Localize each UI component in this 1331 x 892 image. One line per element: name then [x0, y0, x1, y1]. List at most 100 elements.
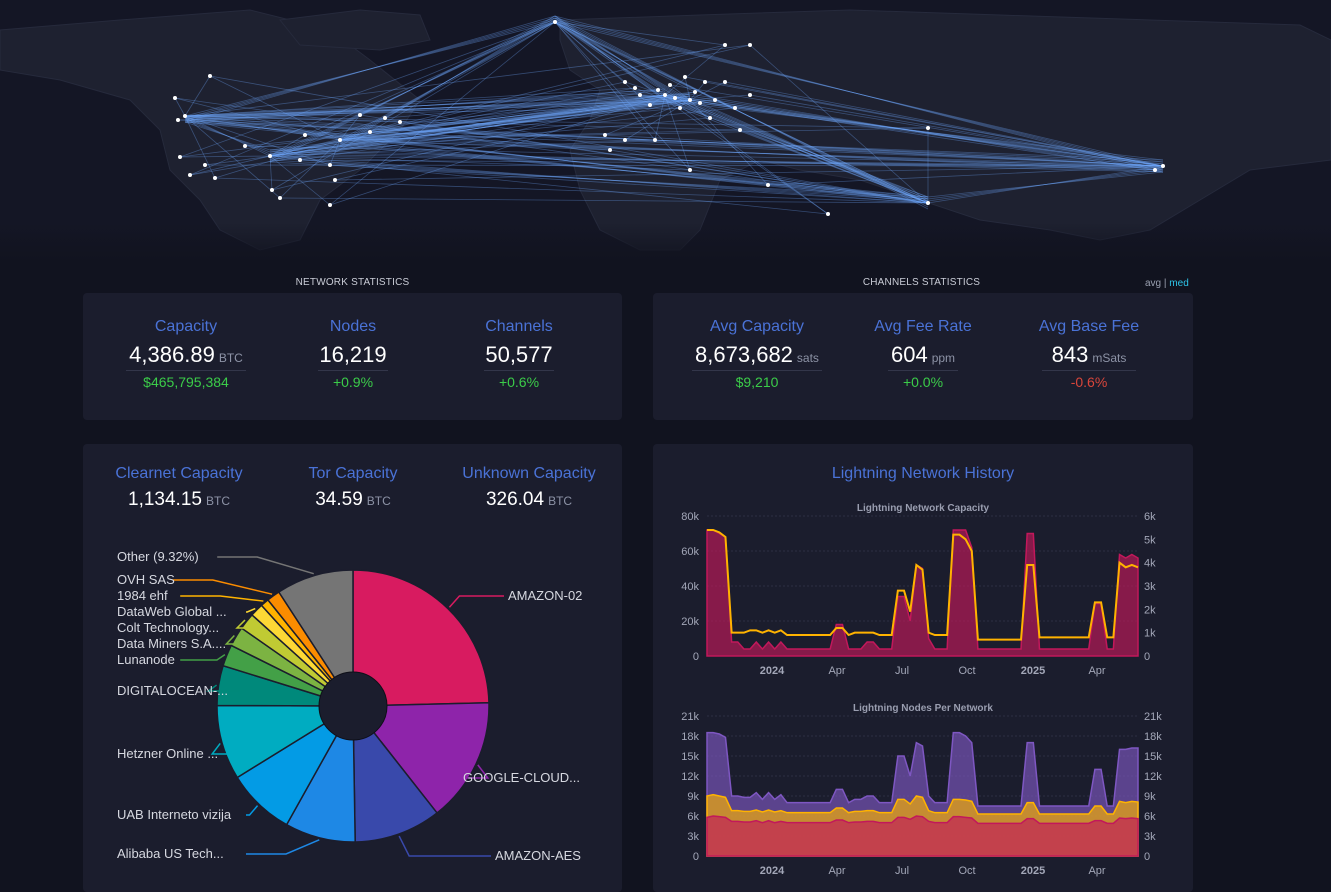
avg-base-fee-label: Avg Base Fee: [1038, 318, 1140, 335]
x-tick: Oct: [958, 665, 975, 677]
pie-hole: [318, 671, 388, 741]
pie-label-line: [206, 684, 240, 692]
pie-label-line: [180, 595, 264, 602]
pie-slice[interactable]: [352, 703, 439, 843]
pie-label: 1984 ehf: [117, 588, 168, 603]
toggle-separator: |: [1163, 278, 1167, 289]
med-option[interactable]: med: [1169, 278, 1189, 289]
y-tick-left: 80k: [681, 511, 699, 523]
y-tick-left: 15k: [681, 751, 699, 763]
tor-capacity-stat: Tor Capacity 34.59 BTC: [268, 465, 438, 511]
pie-label: Other (9.32%): [117, 549, 199, 564]
channels-change: +0.6%: [498, 374, 540, 390]
capacity-by-network-card: Clearnet Capacity 1,134.15 BTC Tor Capaci…: [83, 444, 622, 892]
x-tick: Jul: [895, 865, 909, 877]
isp-pie-chart[interactable]: AMAZON-02 GOOGLE-CLOUD... AMAZON-AES Alibab…: [83, 444, 622, 892]
y-tick-right: 15k: [1144, 751, 1162, 763]
pie-label: Lunanode: [117, 652, 175, 667]
chart-title: Lightning Network Capacity: [857, 503, 990, 514]
pie-label-line: [235, 619, 246, 629]
y-tick-left: 9k: [687, 791, 699, 803]
pie-slice[interactable]: [277, 569, 354, 709]
series-line[interactable]: [707, 529, 1139, 641]
history-charts[interactable]: Lightning Network Capacity 0 20k 40k 60k 80k 0…: [653, 444, 1193, 892]
y-tick-left: 0: [693, 851, 699, 863]
x-tick: Apr: [828, 865, 845, 877]
clearnet-capacity-stat: Clearnet Capacity 1,134.15 BTC: [94, 465, 264, 511]
series-area[interactable]: [706, 815, 1139, 857]
tor-capacity-label: Tor Capacity: [308, 465, 398, 482]
pie-label: Data Miners S.A....: [117, 636, 226, 651]
y-tick-left: 21k: [681, 711, 699, 723]
pie-label-line: [217, 556, 314, 575]
avg-med-toggle[interactable]: avg | med: [1145, 278, 1189, 289]
capacity-stat: Capacity 4,386.89 BTC $465,795,384: [101, 318, 271, 390]
unknown-capacity-stat: Unknown Capacity 326.04 BTC: [444, 465, 614, 511]
avg-capacity-label: Avg Capacity: [710, 318, 804, 335]
clearnet-capacity-value: 1,134.15 BTC: [128, 489, 230, 510]
pie-label: AMAZON-AES: [495, 848, 581, 863]
y-tick-left: 6k: [687, 811, 699, 823]
pie-slice[interactable]: [351, 702, 490, 814]
pie-slice[interactable]: [352, 569, 490, 707]
avg-base-fee-unit: mSats: [1092, 351, 1127, 365]
pie-label-line: [448, 595, 504, 608]
channels-stat: Channels 50,577 +0.6%: [434, 318, 604, 390]
capacity-value: 4,386.89 BTC: [129, 342, 243, 367]
pie-label: Hetzner Online ...: [117, 746, 218, 761]
world-map[interactable]: [0, 0, 1331, 262]
pie-label-line: [210, 742, 246, 755]
pie-label: Colt Technology...: [117, 620, 219, 635]
y-tick-right: 6k: [1144, 811, 1156, 823]
y-tick-right: 21k: [1144, 711, 1162, 723]
avg-fee-rate-value: 604 ppm: [890, 342, 956, 367]
channels-value: 50,577: [485, 342, 553, 367]
y-tick-right: 2k: [1144, 604, 1156, 616]
y-tick-right: 9k: [1144, 791, 1156, 803]
y-tick-left: 18k: [681, 731, 699, 743]
history-title: Lightning Network History: [831, 465, 1015, 482]
pie-label: GOOGLE-CLOUD...: [463, 770, 580, 785]
avg-capacity-value: 8,673,682 sats: [695, 342, 819, 367]
pie-label-line: [180, 654, 226, 661]
tor-capacity-value: 34.59 BTC: [315, 489, 391, 510]
network-statistics-title: NETWORK STATISTICS: [295, 277, 410, 288]
tor-capacity-unit: BTC: [366, 494, 391, 508]
y-tick-left: 12k: [681, 771, 699, 783]
channels-label: Channels: [485, 318, 553, 335]
clearnet-capacity-unit: BTC: [205, 494, 230, 508]
avg-base-fee-value: 843 mSats: [1051, 342, 1127, 367]
avg-fee-rate-label: Avg Fee Rate: [874, 318, 972, 335]
y-tick-right: 6k: [1144, 511, 1156, 523]
y-tick-right: 18k: [1144, 731, 1162, 743]
nodes-stat: Nodes 16,219 +0.9%: [268, 318, 438, 390]
channels-statistics-title: CHANNELS STATISTICS: [862, 277, 981, 288]
y-tick-left: 40k: [681, 581, 699, 593]
y-tick-right: 0: [1144, 851, 1150, 863]
pie-label: AMAZON-02: [508, 588, 582, 603]
x-tick: Jul: [895, 665, 909, 677]
avg-base-fee-stat: Avg Base Fee 843 mSats -0.6%: [999, 318, 1179, 390]
channels-statistics-card: Avg Capacity 8,673,682 sats $9,210 Avg Fe…: [653, 293, 1193, 420]
pie-label-line: [246, 839, 320, 855]
avg-fee-rate-change: +0.0%: [902, 374, 944, 390]
pie-label-line: [246, 805, 259, 816]
capacity-label: Capacity: [154, 318, 218, 335]
x-tick: 2025: [1021, 865, 1045, 877]
network-statistics-card: Capacity 4,386.89 BTC $465,795,384 Nodes …: [83, 293, 622, 420]
avg-base-fee-change: -0.6%: [1070, 374, 1108, 390]
x-tick: Apr: [1088, 665, 1105, 677]
x-tick: 2024: [760, 865, 785, 877]
avg-option[interactable]: avg: [1145, 278, 1162, 289]
pie-label-line: [398, 835, 491, 857]
y-tick-right: 0: [1144, 651, 1150, 663]
pie-label: OVH SAS: [117, 572, 175, 587]
y-tick-right: 5k: [1144, 534, 1156, 546]
avg-fee-rate-stat: Avg Fee Rate 604 ppm +0.0%: [833, 318, 1013, 390]
y-tick-right: 4k: [1144, 558, 1156, 570]
pie-label: DIGITALOCEAN-...: [117, 683, 228, 698]
x-tick: 2024: [760, 665, 785, 677]
nodes-value: 16,219: [319, 342, 387, 367]
unknown-capacity-label: Unknown Capacity: [462, 465, 596, 482]
x-tick: Apr: [1088, 865, 1105, 877]
